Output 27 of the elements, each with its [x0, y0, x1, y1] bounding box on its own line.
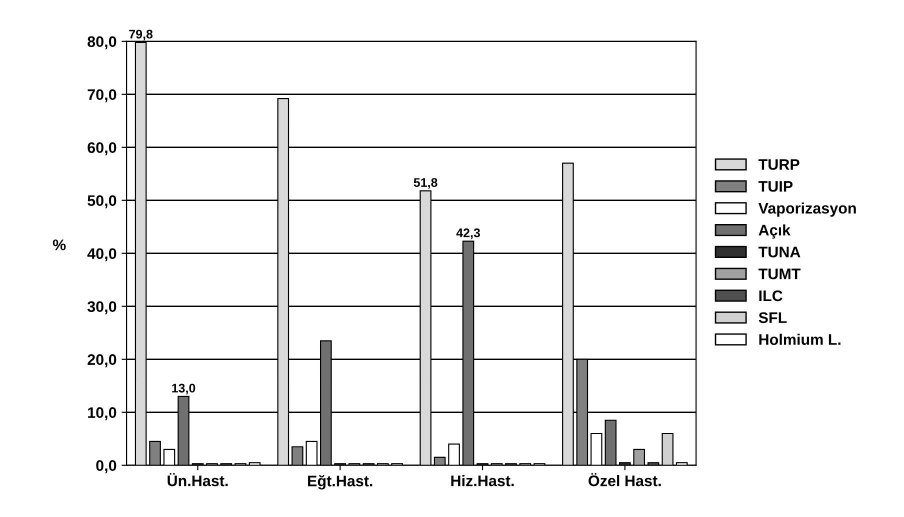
legend-label: TUNA [758, 246, 800, 258]
legend-label: Holmium L. [759, 334, 840, 345]
y-tick-label: 50,0 [88, 195, 116, 208]
legend-label: TUIP [758, 181, 793, 192]
x-tick-label: Hiz.Hast. [451, 475, 514, 486]
y-tick-label: 20,0 [88, 354, 116, 368]
y-tick-label: 30,0 [87, 301, 116, 314]
y-tick-label: 60,0 [88, 142, 116, 156]
y-tick-label: 80,0 [88, 36, 116, 50]
data-label: 13,0 [172, 384, 196, 394]
y-tick-label: 70,0 [88, 89, 116, 102]
x-tick-label: Ün.Hast. [168, 473, 228, 486]
x-tick-label: Eğt.Hast. [308, 475, 372, 490]
legend-label: TUMT [758, 268, 801, 280]
y-axis-title: % [52, 240, 66, 250]
y-tick-label: 0,0 [96, 460, 116, 474]
x-tick-label: Özel Hast. [588, 473, 661, 486]
data-label: 79,8 [129, 30, 153, 40]
data-label: 42,3 [456, 228, 480, 240]
legend-label: Açık [758, 224, 791, 239]
y-tick-label: 40,0 [87, 248, 116, 262]
legend-label: ILC [759, 290, 782, 302]
legend-label: Vaporizasyon [758, 202, 856, 217]
y-tick-label: 10,0 [88, 407, 116, 420]
legend-label: SFL [758, 312, 787, 324]
legend-label: TURP [758, 159, 800, 170]
data-label: 51,8 [414, 178, 438, 189]
